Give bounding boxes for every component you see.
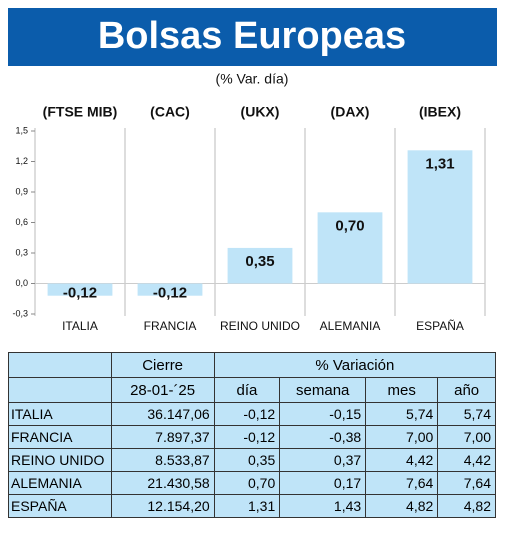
table-cell: -0,12	[213, 425, 281, 449]
table-cell: REINO UNIDO	[8, 448, 112, 472]
table-cell: 5,74	[365, 402, 439, 426]
value-label: 1,31	[425, 155, 454, 172]
bar	[407, 150, 473, 284]
table-cell: -0,38	[279, 425, 367, 449]
table-row: 28-01-´25 día semana mes año	[8, 377, 496, 403]
index-label: (DAX)	[331, 104, 370, 120]
table-cell: 1,43	[279, 494, 367, 518]
data-table: Cierre% Variación 28-01-´25 día semana mes añ…	[8, 352, 497, 518]
table-cell: 7,00	[437, 425, 496, 449]
table-cell: 7,00	[365, 425, 439, 449]
value-label: 0,35	[245, 253, 274, 270]
y-tick-label: 0,9	[15, 186, 28, 196]
table-cell: 4,42	[437, 448, 496, 472]
table-row: ALEMANIA 21.430,58 0,70 0,17 7,64 7,64	[8, 471, 496, 495]
table-cell: día	[213, 377, 281, 403]
table-cell: 0,35	[213, 448, 281, 472]
y-tick-label: 0,6	[15, 217, 28, 227]
table-row: FRANCIA 7.897,37 -0,12 -0,38 7,00 7,00	[8, 425, 496, 449]
y-tick-label: 1,2	[15, 156, 28, 166]
table-cell: 28-01-´25	[110, 377, 215, 403]
bar	[227, 247, 293, 284]
y-tick-label: 0,0	[15, 278, 28, 288]
table-cell: Cierre	[110, 352, 215, 378]
y-tick-label: 0,3	[15, 247, 28, 257]
chart: Bolsas Europeas (% Var. día) -0,3 0,0 0,3 0…	[8, 8, 497, 333]
table-cell: % Variación	[213, 352, 497, 378]
index-label: (FTSE MIB)	[43, 104, 118, 120]
x-tick-label: ITALIA	[62, 319, 98, 333]
index-label: (CAC)	[150, 104, 190, 120]
table-cell: 0,17	[279, 471, 367, 495]
chart-title: Bolsas Europeas	[98, 15, 406, 57]
table-cell: 7,64	[365, 471, 439, 495]
table-cell: 7,64	[437, 471, 496, 495]
title-banner	[8, 8, 497, 66]
table-cell: 0,37	[279, 448, 367, 472]
chart-subtitle: (% Var. día)	[216, 71, 289, 87]
table-cell: 4,82	[365, 494, 439, 518]
value-label: -0,12	[63, 284, 97, 301]
table-cell: ESPAÑA	[8, 494, 112, 518]
table-cell: año	[437, 377, 496, 403]
table-cell: 8.533,87	[110, 448, 215, 472]
table-cell: -0,12	[213, 402, 281, 426]
table-cell: mes	[365, 377, 439, 403]
x-tick-label: ESPAÑA	[416, 319, 464, 333]
table-row: Cierre% Variación	[8, 352, 497, 378]
table-cell: -0,15	[279, 402, 367, 426]
table-cell: 1,31	[213, 494, 281, 518]
table-row: REINO UNIDO 8.533,87 0,35 0,37 4,42 4,42	[8, 448, 496, 472]
value-label: 0,70	[335, 217, 364, 234]
bar	[47, 283, 113, 296]
table-cell: 12.154,20	[110, 494, 215, 518]
table-cell: semana	[279, 377, 367, 403]
table-cell	[8, 377, 112, 403]
table-cell	[8, 352, 112, 378]
table-cell: ITALIA	[8, 402, 112, 426]
index-label: (IBEX)	[419, 104, 461, 120]
x-tick-label: ALEMANIA	[320, 319, 381, 333]
separators	[34, 128, 486, 316]
table-cell: 0,70	[213, 471, 281, 495]
table-cell: 36.147,06	[110, 402, 215, 426]
y-tick-label: -0,3	[12, 308, 28, 318]
x-tick-label: FRANCIA	[144, 319, 197, 333]
value-label: -0,12	[153, 284, 187, 301]
table-cell: 4,42	[365, 448, 439, 472]
table-cell: 21.430,58	[110, 471, 215, 495]
table-cell: FRANCIA	[8, 425, 112, 449]
bar	[137, 283, 203, 296]
table-row: ITALIA 36.147,06 -0,12 -0,15 5,74 5,74	[8, 402, 496, 426]
index-label: (UKX)	[241, 104, 280, 120]
table-cell: ALEMANIA	[8, 471, 112, 495]
table-cell: 4,82	[437, 494, 496, 518]
bar	[317, 212, 383, 284]
table-cell: 5,74	[437, 402, 496, 426]
table-row: ESPAÑA 12.154,20 1,31 1,43 4,82 4,82	[8, 494, 496, 518]
x-tick-label: REINO UNIDO	[220, 319, 300, 333]
table-cell: 7.897,37	[110, 425, 215, 449]
y-tick-label: 1,5	[15, 125, 28, 135]
